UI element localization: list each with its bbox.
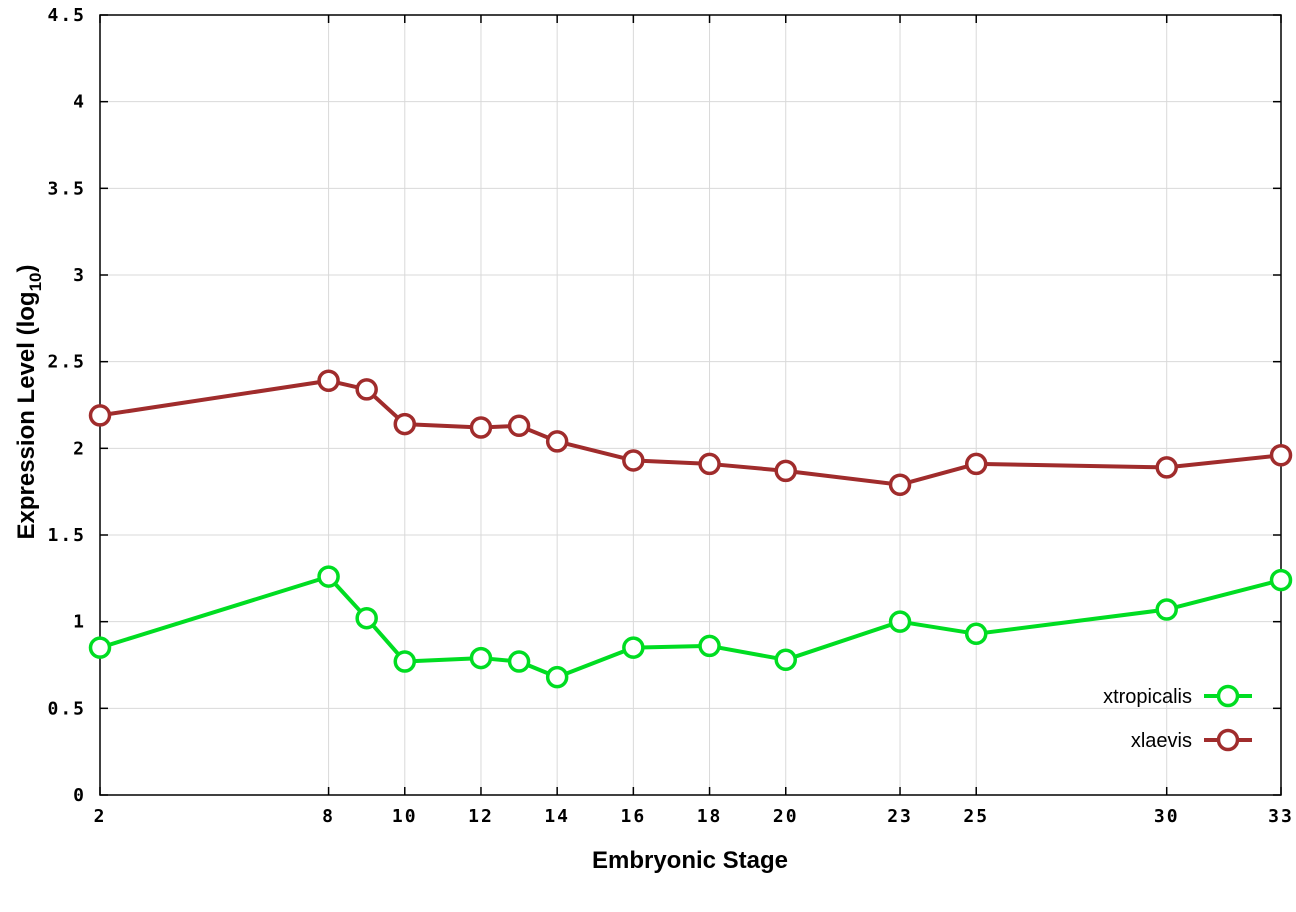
series-layer [88,369,1293,689]
legend-label: xtropicalis [1103,686,1192,708]
data-point-xlaevis [355,378,378,401]
y-tick-label: 3.5 [47,178,86,199]
data-point-xtropicalis [393,650,417,673]
legend-marker-sample [1216,684,1240,708]
data-point-xlaevis [698,452,721,476]
series-line-xtropicalis [98,574,1283,680]
legend-label: xlaevis [1131,730,1192,752]
y-tick-label: 0.5 [47,698,86,719]
x-tick-label: 30 [1154,806,1180,827]
y-tick-label: 2.5 [47,352,86,373]
data-point-xtropicalis [622,636,645,659]
x-tick-label: 25 [963,806,989,827]
y-axis-label: Expression Level (log10) [13,265,45,540]
data-point-xlaevis [317,369,340,392]
data-point-xlaevis [622,449,645,472]
y-tick-label: 4 [73,92,86,113]
x-tick-label: 20 [773,806,799,827]
x-tick-label: 8 [322,806,335,827]
legend-item-xtropicalis: xtropicalis [1103,684,1252,708]
data-point-xlaevis [1269,444,1293,467]
x-axis-label: Embryonic Stage [592,847,788,874]
data-point-xtropicalis [888,610,912,633]
data-point-xtropicalis [698,634,721,658]
legend-marker-sample [1216,728,1240,752]
x-tick-label: 18 [697,806,723,827]
x-tick-label: 10 [392,806,418,827]
y-tick-label: 1 [73,612,86,633]
data-point-xlaevis [469,416,493,439]
data-point-xtropicalis [964,622,988,646]
data-point-xtropicalis [88,636,112,659]
series-line-xlaevis [98,378,1283,487]
y-tick-label: 1.5 [47,525,86,546]
x-tick-label: 14 [544,806,570,827]
data-point-xlaevis [888,473,912,496]
data-point-xtropicalis [355,606,378,630]
series-xlaevis [88,369,1293,496]
y-tick-label: 3 [73,265,86,286]
data-point-xlaevis [393,412,417,436]
data-point-xlaevis [964,452,988,476]
data-point-xlaevis [545,430,569,453]
y-tick-label: 0 [73,785,86,806]
data-point-xlaevis [88,404,112,427]
series-xtropicalis [88,565,1293,689]
legend-item-xlaevis: xlaevis [1131,728,1252,752]
grid [99,14,1282,796]
x-tick-label: 2 [94,806,107,827]
data-point-xlaevis [1155,456,1178,479]
legend: xtropicalis xlaevis [1103,684,1252,752]
x-tick-label: 33 [1268,806,1294,827]
x-tick-label: 12 [468,806,494,827]
x-tick-label: 16 [621,806,647,827]
data-point-xlaevis [507,414,531,438]
data-point-xtropicalis [1155,598,1178,621]
y-tick-label: 2 [73,438,86,459]
y-tick-label: 4.5 [47,5,86,26]
x-tick-label: 23 [887,806,913,827]
data-point-xtropicalis [507,650,531,673]
data-point-xtropicalis [317,565,340,588]
data-point-xtropicalis [774,648,797,672]
data-point-xlaevis [774,459,797,483]
axes: 2 8 10 12 14 16 18 20 23 25 30 33 0 0.5 1 1.5 2 2.5 3 3.5 4 4… [47,5,1294,827]
data-point-xtropicalis [469,646,493,670]
data-point-xtropicalis [1269,568,1293,592]
plot-border [99,14,1282,796]
data-point-xtropicalis [545,665,569,689]
